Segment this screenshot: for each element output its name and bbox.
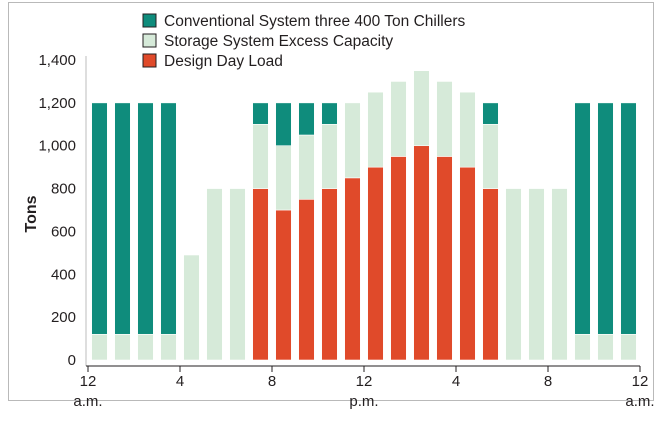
bar-segment	[390, 81, 407, 157]
legend-label: Design Day Load	[164, 53, 283, 70]
y-tick-label: 800	[51, 181, 76, 198]
bar-segment	[321, 188, 338, 361]
bar-segment	[183, 254, 200, 361]
x-tick-label: 4	[176, 373, 184, 390]
bar-segment	[275, 209, 292, 361]
bar-segment	[574, 102, 591, 335]
bar-segment	[275, 145, 292, 211]
bar-segment	[482, 188, 499, 361]
bar-segment	[252, 188, 269, 361]
bar-segment	[413, 70, 430, 147]
legend-swatch	[142, 53, 157, 68]
bar-segment	[459, 91, 476, 168]
y-tick-label: 1,400	[38, 52, 76, 69]
bar-segment	[298, 134, 315, 200]
bar-segment	[597, 102, 614, 335]
chart-frame	[8, 2, 654, 401]
bar-segment	[344, 177, 361, 361]
x-tick-label: 8	[544, 373, 552, 390]
x-tick-label: 4	[452, 373, 460, 390]
bar-segment	[551, 188, 568, 361]
bar-segment	[367, 166, 384, 361]
x-tick-label: 8	[268, 373, 276, 390]
legend-label: Storage System Excess Capacity	[164, 33, 393, 50]
bar-segment	[275, 102, 292, 147]
bar-segment	[160, 102, 177, 335]
bar-segment	[482, 102, 499, 125]
bar-segment	[91, 333, 108, 361]
bar-segment	[229, 188, 246, 361]
x-tick-sublabel: p.m.	[349, 393, 378, 410]
legend-swatch	[142, 13, 157, 28]
bar-segment	[137, 333, 154, 361]
bar-segment	[367, 91, 384, 168]
x-tick-label: 12	[356, 373, 373, 390]
bar-segment	[620, 102, 637, 335]
bars-group	[91, 70, 637, 361]
bar-segment	[344, 102, 361, 179]
y-tick-label: 600	[51, 223, 76, 240]
y-tick-label: 1,000	[38, 138, 76, 155]
bar-segment	[298, 198, 315, 361]
bar-segment	[252, 102, 269, 125]
y-tick-label: 1,200	[38, 95, 76, 112]
bar-segment	[390, 156, 407, 361]
bar-segment	[597, 333, 614, 361]
x-tick-sublabel: a.m.	[625, 393, 654, 410]
x-tick-sublabel: a.m.	[73, 393, 102, 410]
legend-swatch	[142, 33, 157, 48]
bar-segment	[482, 123, 499, 189]
bar-segment	[114, 333, 131, 361]
bar-segment	[91, 102, 108, 335]
y-axis-title: Tons	[23, 195, 40, 232]
bar-segment	[298, 102, 315, 136]
bar-segment	[114, 102, 131, 335]
y-tick-label: 400	[51, 266, 76, 283]
bar-segment	[160, 333, 177, 361]
outer-frame	[8, 2, 654, 401]
y-tick-label: 0	[68, 352, 76, 369]
bar-segment	[620, 333, 637, 361]
bar-segment	[505, 188, 522, 361]
bar-segment	[436, 81, 453, 157]
bar-segment	[252, 123, 269, 189]
bar-segment	[528, 188, 545, 361]
legend-label: Conventional System three 400 Ton Chille…	[164, 13, 466, 30]
bar-segment	[321, 102, 338, 125]
bar-segment	[137, 102, 154, 335]
bar-segment	[574, 333, 591, 361]
axes-group: 0 200 400 600 800 1,000 1,200 1,400 Tons 12 a.m. 4 8…	[23, 52, 655, 410]
bar-segment	[321, 123, 338, 189]
x-tick-label: 12	[632, 373, 649, 390]
bar-segment	[436, 156, 453, 361]
legend: Conventional System three 400 Ton Chille…	[142, 13, 466, 70]
bar-segment	[413, 145, 430, 361]
x-tick-label: 12	[80, 373, 97, 390]
y-tick-label: 200	[51, 309, 76, 326]
bar-segment	[206, 188, 223, 361]
bar-segment	[459, 166, 476, 361]
